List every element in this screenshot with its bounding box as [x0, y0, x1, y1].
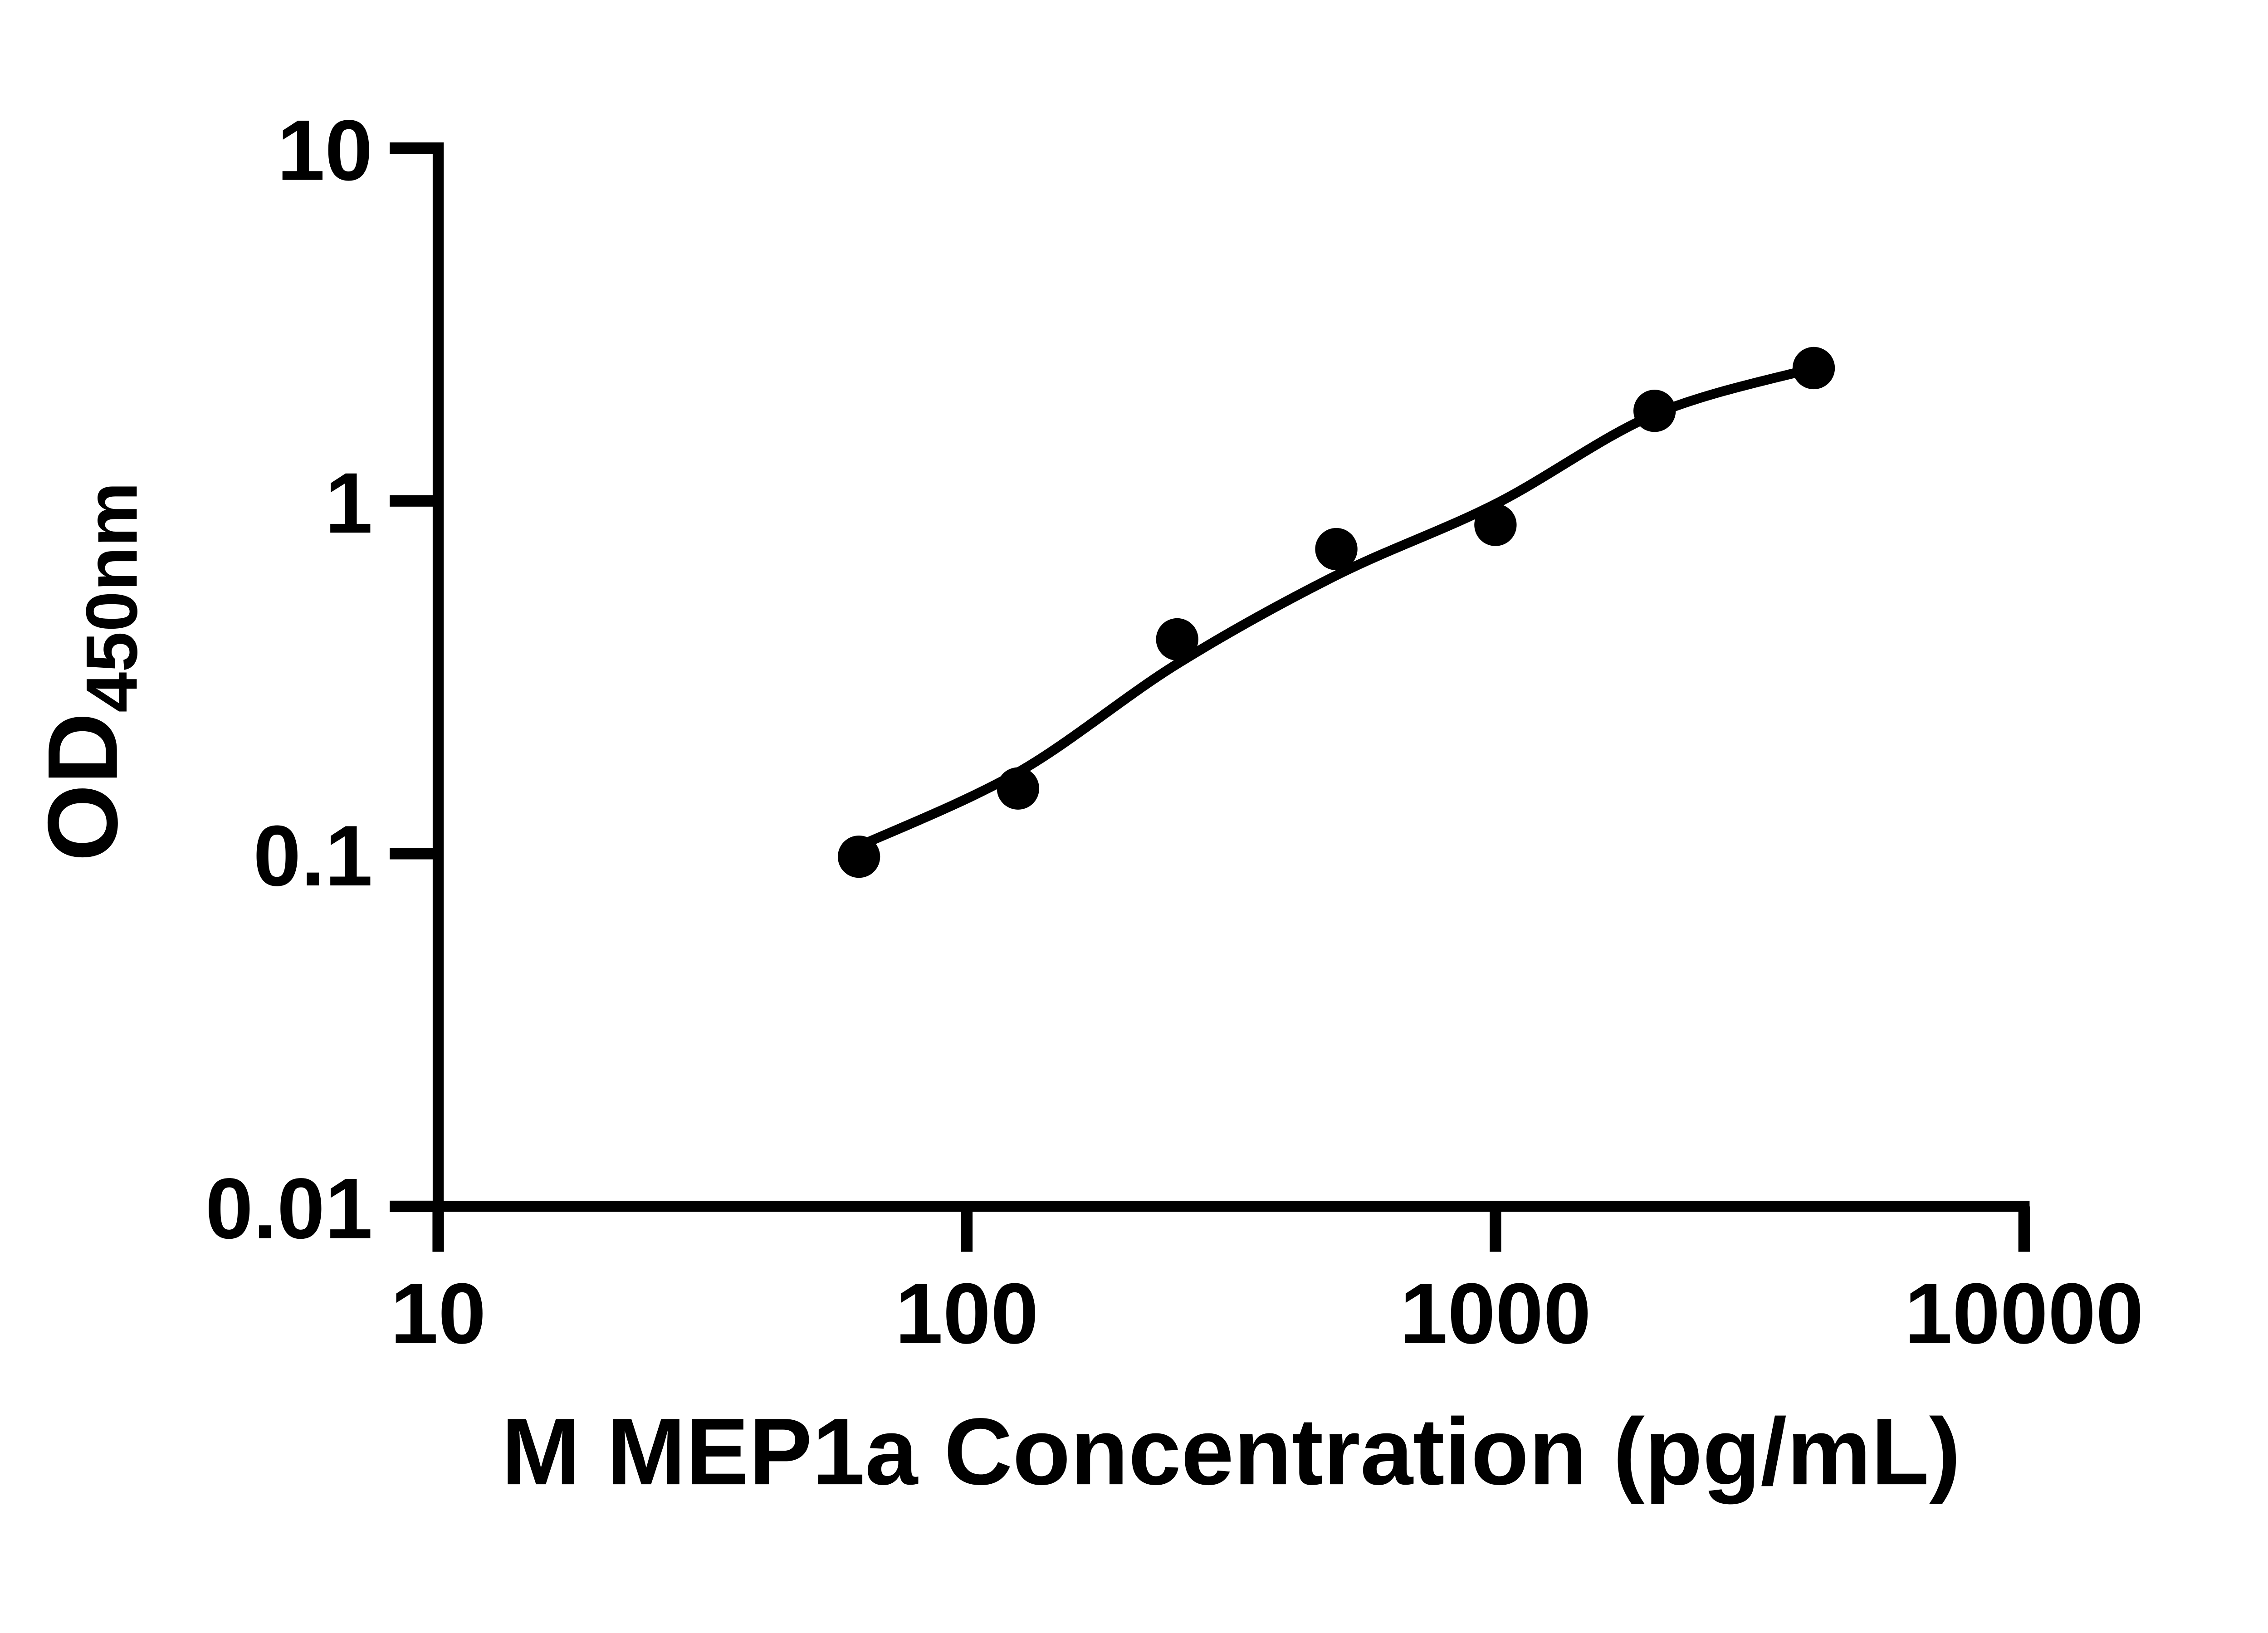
data-point-x500 — [1315, 528, 1358, 571]
fit-curve-line — [857, 363, 1815, 851]
y-tick-label-10: 10 — [277, 103, 373, 199]
data-point-x4000 — [1792, 347, 1835, 390]
y-tick-label-0.1: 0.1 — [253, 808, 373, 904]
x-tick-label-10: 10 — [391, 1266, 486, 1362]
x-axis-title: M MEP1a Concentration (pg/mL) — [501, 1399, 1960, 1505]
data-point-x250 — [1156, 618, 1198, 661]
data-point-x125 — [997, 767, 1040, 810]
y-axis-title: OD450nm — [28, 482, 152, 862]
y-axis-title-main: OD — [28, 713, 138, 861]
axes-layer: 10 100 1000 10000 10 1 0.1 0.01 — [205, 103, 2144, 1362]
x-tick-label-1000: 1000 — [1400, 1266, 1591, 1362]
x-tick-label-10000: 10000 — [1905, 1266, 2144, 1362]
page: { "figure": { "background_color": "#ffff… — [27, 102, 2144, 1505]
plot-layer — [837, 347, 1835, 878]
data-point-x2000 — [1633, 390, 1676, 432]
y-tick-label-1: 1 — [325, 455, 372, 551]
standard-curve-chart: 10 100 1000 10000 10 1 0.1 0.01 M MEP1a Concent… — [27, 102, 2144, 1505]
y-axis-title-subscript: 450nm — [71, 482, 152, 713]
y-tick-label-0.01: 0.01 — [205, 1160, 373, 1257]
data-point-x62.5 — [837, 835, 880, 878]
x-tick-label-100: 100 — [895, 1266, 1038, 1362]
data-point-x1000 — [1474, 504, 1517, 546]
